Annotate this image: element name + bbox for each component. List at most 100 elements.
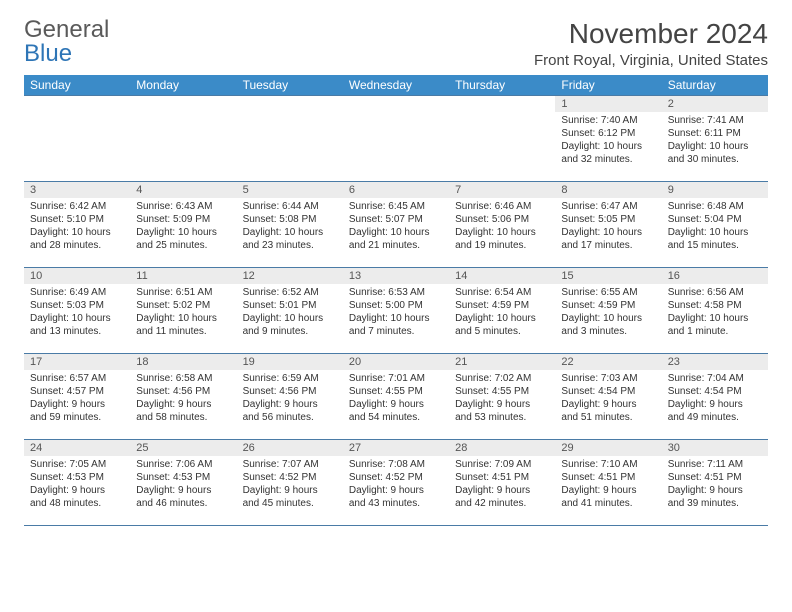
day-number: 7 xyxy=(449,182,555,198)
calendar-cell xyxy=(449,96,555,182)
sunrise-text: Sunrise: 6:51 AM xyxy=(136,286,230,299)
sunset-text: Sunset: 5:04 PM xyxy=(668,213,762,226)
day-details: Sunrise: 6:47 AMSunset: 5:05 PMDaylight:… xyxy=(555,198,661,256)
day-number: 23 xyxy=(662,354,768,370)
calendar-cell: 29Sunrise: 7:10 AMSunset: 4:51 PMDayligh… xyxy=(555,440,661,526)
daylight-text-2: and 49 minutes. xyxy=(668,411,762,424)
calendar-cell xyxy=(130,96,236,182)
daylight-text-1: Daylight: 9 hours xyxy=(30,484,124,497)
calendar-cell: 3Sunrise: 6:42 AMSunset: 5:10 PMDaylight… xyxy=(24,182,130,268)
calendar-cell: 14Sunrise: 6:54 AMSunset: 4:59 PMDayligh… xyxy=(449,268,555,354)
sunrise-text: Sunrise: 6:52 AM xyxy=(243,286,337,299)
calendar-cell: 27Sunrise: 7:08 AMSunset: 4:52 PMDayligh… xyxy=(343,440,449,526)
daylight-text-1: Daylight: 9 hours xyxy=(455,398,549,411)
day-number: 27 xyxy=(343,440,449,456)
weekday-header: Friday xyxy=(555,75,661,96)
daylight-text-2: and 56 minutes. xyxy=(243,411,337,424)
sunrise-text: Sunrise: 6:47 AM xyxy=(561,200,655,213)
sunrise-text: Sunrise: 6:53 AM xyxy=(349,286,443,299)
day-number: 14 xyxy=(449,268,555,284)
calendar-cell xyxy=(237,96,343,182)
weekday-header: Tuesday xyxy=(237,75,343,96)
sunset-text: Sunset: 4:56 PM xyxy=(243,385,337,398)
day-details: Sunrise: 7:41 AMSunset: 6:11 PMDaylight:… xyxy=(662,112,768,170)
day-details: Sunrise: 6:48 AMSunset: 5:04 PMDaylight:… xyxy=(662,198,768,256)
day-details: Sunrise: 6:51 AMSunset: 5:02 PMDaylight:… xyxy=(130,284,236,342)
calendar-cell: 6Sunrise: 6:45 AMSunset: 5:07 PMDaylight… xyxy=(343,182,449,268)
daylight-text-2: and 42 minutes. xyxy=(455,497,549,510)
daylight-text-1: Daylight: 10 hours xyxy=(30,226,124,239)
sunset-text: Sunset: 5:09 PM xyxy=(136,213,230,226)
sunset-text: Sunset: 4:51 PM xyxy=(455,471,549,484)
daylight-text-2: and 7 minutes. xyxy=(349,325,443,338)
calendar-table: SundayMondayTuesdayWednesdayThursdayFrid… xyxy=(24,75,768,526)
sunrise-text: Sunrise: 7:01 AM xyxy=(349,372,443,385)
sunrise-text: Sunrise: 7:40 AM xyxy=(561,114,655,127)
day-number: 5 xyxy=(237,182,343,198)
day-number: 12 xyxy=(237,268,343,284)
sunset-text: Sunset: 4:58 PM xyxy=(668,299,762,312)
daylight-text-1: Daylight: 9 hours xyxy=(349,484,443,497)
page-title: November 2024 xyxy=(534,18,768,50)
sunset-text: Sunset: 4:53 PM xyxy=(136,471,230,484)
title-block: November 2024 Front Royal, Virginia, Uni… xyxy=(534,18,768,69)
weekday-header: Monday xyxy=(130,75,236,96)
day-number: 10 xyxy=(24,268,130,284)
calendar-cell: 21Sunrise: 7:02 AMSunset: 4:55 PMDayligh… xyxy=(449,354,555,440)
day-details: Sunrise: 6:58 AMSunset: 4:56 PMDaylight:… xyxy=(130,370,236,428)
daylight-text-2: and 9 minutes. xyxy=(243,325,337,338)
day-details: Sunrise: 7:10 AMSunset: 4:51 PMDaylight:… xyxy=(555,456,661,514)
daylight-text-1: Daylight: 9 hours xyxy=(668,398,762,411)
daylight-text-1: Daylight: 9 hours xyxy=(561,398,655,411)
day-number: 9 xyxy=(662,182,768,198)
day-number: 3 xyxy=(24,182,130,198)
daylight-text-2: and 11 minutes. xyxy=(136,325,230,338)
calendar-cell: 23 Sunrise: 7:04 AMSunset: 4:54 PMDayligh… xyxy=(662,354,768,440)
day-number: 4 xyxy=(130,182,236,198)
day-number: 16 xyxy=(662,268,768,284)
daylight-text-1: Daylight: 10 hours xyxy=(349,312,443,325)
day-number: 17 xyxy=(24,354,130,370)
daylight-text-1: Daylight: 10 hours xyxy=(561,140,655,153)
day-details: Sunrise: 7:40 AMSunset: 6:12 PMDaylight:… xyxy=(555,112,661,170)
day-number: 26 xyxy=(237,440,343,456)
sunrise-text: Sunrise: 6:46 AM xyxy=(455,200,549,213)
sunrise-text: Sunrise: 7:02 AM xyxy=(455,372,549,385)
sunrise-text: Sunrise: 7:04 AM xyxy=(668,372,762,385)
sunset-text: Sunset: 4:59 PM xyxy=(455,299,549,312)
day-number: 8 xyxy=(555,182,661,198)
day-details: Sunrise: 7:01 AMSunset: 4:55 PMDaylight:… xyxy=(343,370,449,428)
sunrise-text: Sunrise: 6:43 AM xyxy=(136,200,230,213)
daylight-text-2: and 13 minutes. xyxy=(30,325,124,338)
sunset-text: Sunset: 4:55 PM xyxy=(349,385,443,398)
sunset-text: Sunset: 5:08 PM xyxy=(243,213,337,226)
sunrise-text: Sunrise: 6:56 AM xyxy=(668,286,762,299)
day-number: 18 xyxy=(130,354,236,370)
day-number: 19 xyxy=(237,354,343,370)
daylight-text-2: and 28 minutes. xyxy=(30,239,124,252)
sunset-text: Sunset: 4:51 PM xyxy=(668,471,762,484)
sunset-text: Sunset: 5:03 PM xyxy=(30,299,124,312)
sunrise-text: Sunrise: 6:44 AM xyxy=(243,200,337,213)
sunset-text: Sunset: 4:59 PM xyxy=(561,299,655,312)
logo: General Blue xyxy=(24,18,111,66)
day-number: 1 xyxy=(555,96,661,112)
day-details: Sunrise: 6:46 AMSunset: 5:06 PMDaylight:… xyxy=(449,198,555,256)
weekday-header: Sunday xyxy=(24,75,130,96)
sunset-text: Sunset: 5:10 PM xyxy=(30,213,124,226)
sunrise-text: Sunrise: 7:41 AM xyxy=(668,114,762,127)
weekday-header: Wednesday xyxy=(343,75,449,96)
sunset-text: Sunset: 4:54 PM xyxy=(668,385,762,398)
daylight-text-1: Daylight: 9 hours xyxy=(349,398,443,411)
day-details: Sunrise: 6:42 AMSunset: 5:10 PMDaylight:… xyxy=(24,198,130,256)
day-details: Sunrise: 7:08 AMSunset: 4:52 PMDaylight:… xyxy=(343,456,449,514)
sunset-text: Sunset: 5:06 PM xyxy=(455,213,549,226)
daylight-text-1: Daylight: 10 hours xyxy=(243,226,337,239)
calendar-cell: 16Sunrise: 6:56 AMSunset: 4:58 PMDayligh… xyxy=(662,268,768,354)
day-details: Sunrise: 7:06 AMSunset: 4:53 PMDaylight:… xyxy=(130,456,236,514)
weekday-header: Saturday xyxy=(662,75,768,96)
sunrise-text: Sunrise: 7:05 AM xyxy=(30,458,124,471)
day-details: Sunrise: 6:59 AMSunset: 4:56 PMDaylight:… xyxy=(237,370,343,428)
daylight-text-1: Daylight: 10 hours xyxy=(243,312,337,325)
daylight-text-1: Daylight: 10 hours xyxy=(668,226,762,239)
